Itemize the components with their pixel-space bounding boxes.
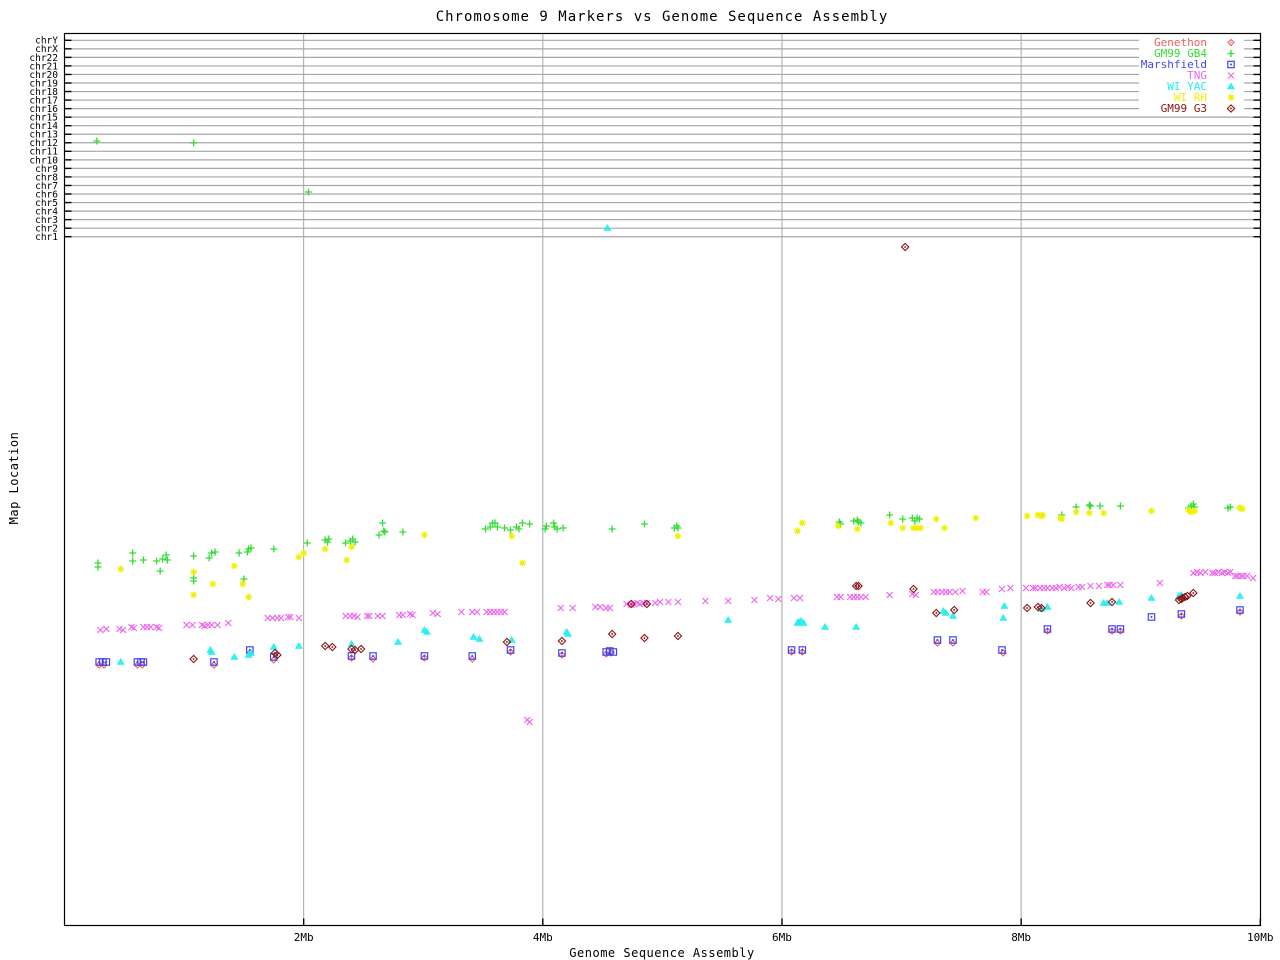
legend-marker-triangle-icon [1227, 82, 1235, 90]
chromosome-label: chr11 [29, 147, 58, 158]
chromosome-label: chr18 [29, 87, 58, 98]
x-axis-ticks: 2Mb 4Mb 6Mb 8Mb 10Mb [294, 918, 1274, 944]
legend-label-wi_yac: WI YAC [1167, 80, 1207, 93]
legend-row-gm99_gb4: GM99 GB4 [1141, 48, 1242, 59]
chromosome-label: chrY [35, 36, 58, 47]
chromosome-label: chr5 [35, 198, 58, 209]
chromosome-label: chr16 [29, 104, 58, 115]
legend-marker-square-dot-icon [1227, 60, 1235, 69]
series-marshfield [95, 606, 1244, 666]
chromosome-label: chr17 [29, 95, 58, 106]
x-tick-label: 4Mb [533, 931, 553, 944]
legend-label-marshfield: Marshfield [1140, 58, 1207, 71]
chromosome-label: chr22 [29, 53, 58, 64]
legend-row-wi_yac: WI YAC [1141, 81, 1242, 92]
legend-marker-star-icon [1227, 94, 1235, 101]
legend-marker-cross-icon [1227, 72, 1235, 79]
legend-row-marshfield: Marshfield [1141, 59, 1242, 70]
legend-marker-diamond-open-icon [1227, 38, 1235, 47]
chromosome-band: chrYchrXchr22chr21chr20chr19chr18chr17ch… [29, 36, 1261, 243]
legend-row-tng: TNG [1141, 70, 1242, 81]
plot-frame [63, 32, 1262, 927]
chromosome-label: chr10 [29, 155, 58, 166]
legend-label-genethon: Genethon [1154, 36, 1207, 49]
chromosome-label: chr15 [29, 113, 58, 124]
chromosome-label: chr12 [29, 138, 58, 149]
chromosome-label: chr21 [29, 61, 58, 72]
chromosome-label: chr19 [29, 78, 58, 89]
chromosome-label: chr6 [35, 189, 58, 200]
vertical-gridlines [303, 33, 1022, 926]
series-wi-yac [116, 224, 1244, 665]
x-tick-label: 8Mb [1011, 931, 1031, 944]
chromosome-label: chr9 [35, 164, 58, 175]
x-tick-label: 10Mb [1247, 931, 1274, 944]
legend-label-wi_rh: WI RH [1173, 91, 1207, 104]
series-tng [96, 568, 1257, 726]
chromosome-label: chr3 [35, 215, 58, 226]
legend-label-gm99_g3: GM99 G3 [1160, 102, 1207, 115]
chromosome-label: chrX [35, 44, 58, 55]
series-gm99-g3 [189, 242, 1198, 664]
legend-marker-diamond-dot-icon [1226, 104, 1236, 113]
chromosome-label: chr20 [29, 70, 58, 81]
x-tick-label: 6Mb [772, 931, 792, 944]
chromosome-label: chr1 [35, 232, 58, 243]
legend-row-gm99_g3: GM99 G3 [1141, 103, 1242, 114]
chromosome-label: chr7 [35, 181, 58, 192]
chromosome-label: chr13 [29, 130, 58, 141]
chromosome-label: chr4 [35, 207, 58, 218]
series-wi-rh [117, 504, 1246, 601]
x-tick-label: 2Mb [294, 931, 314, 944]
chromosome-label: chr8 [35, 172, 58, 183]
legend-label-gm99_gb4: GM99 GB4 [1154, 47, 1207, 60]
chromosome-label: chr2 [35, 224, 58, 235]
legend-row-wi_rh: WI RH [1141, 92, 1242, 103]
series-gm99-gb4 [93, 137, 1244, 585]
y-axis-title: Map Location [7, 431, 21, 525]
legend-marker-plus-icon [1227, 50, 1235, 57]
x-axis-title: Genome Sequence Assembly [569, 946, 755, 960]
chromosome-label: chr14 [29, 121, 58, 132]
legend: Genethon GM99 GB4 Marshfield TNG WI YAC WI RH… [1138, 36, 1244, 115]
legend-row-genethon: Genethon [1141, 37, 1242, 48]
chart-title: Chromosome 9 Markers vs Genome Sequence … [435, 9, 889, 25]
legend-label-tng: TNG [1187, 69, 1207, 82]
